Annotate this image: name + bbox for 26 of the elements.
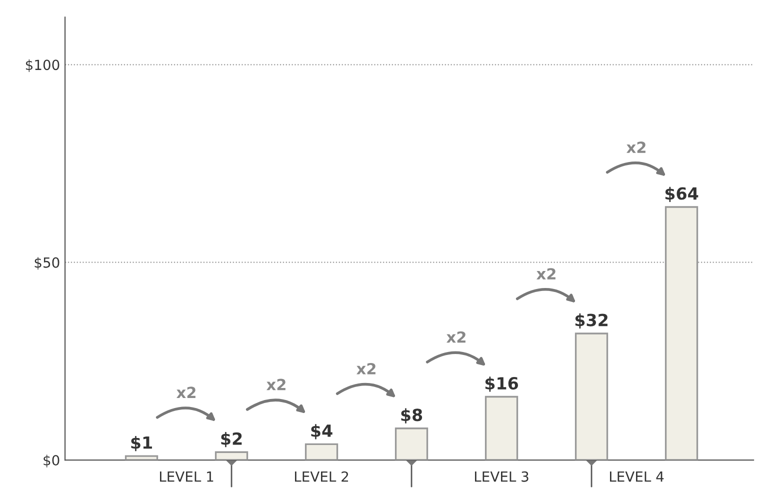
bar <box>214 451 248 460</box>
data-label: $2 <box>221 432 242 448</box>
data-label: $8 <box>401 408 422 424</box>
text: LEVEL 2 <box>294 471 348 482</box>
bar <box>304 443 338 460</box>
y-tick-label: $50 <box>34 257 60 270</box>
y-tick-label: $0 <box>44 454 60 468</box>
bar <box>574 332 608 460</box>
text: LEVEL 3 <box>474 471 528 482</box>
data-label: $32 <box>575 313 608 329</box>
y-tick-label: $100 <box>26 59 60 72</box>
data-label: $16 <box>485 376 518 392</box>
annotation: x2 <box>356 362 376 374</box>
bar <box>124 455 158 460</box>
text: LEVEL 4 <box>610 472 664 482</box>
annotation: x2 <box>446 331 466 343</box>
annotation: x2 <box>536 268 556 280</box>
data-label: $4 <box>311 424 332 440</box>
annotation: x2 <box>176 386 196 398</box>
annotation: x2 <box>626 142 646 153</box>
bar <box>484 396 518 460</box>
text: LEVEL 1 <box>160 472 214 482</box>
bar <box>394 428 428 460</box>
annotation: x2 <box>266 378 286 390</box>
data-label: $64 <box>665 186 698 202</box>
data-label: $1 <box>131 436 152 452</box>
